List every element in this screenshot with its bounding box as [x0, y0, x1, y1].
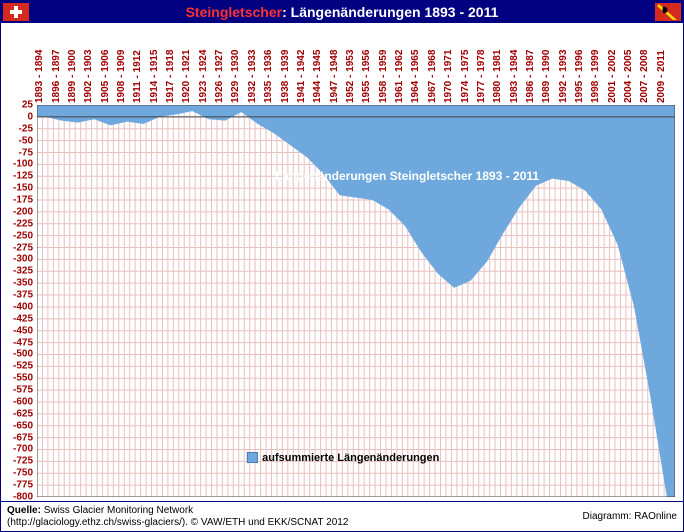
- x-tick-label: 1952 - 1953: [345, 50, 356, 103]
- y-tick-label: -50: [19, 135, 33, 146]
- x-tick-label: 1899 - 1900: [67, 50, 78, 103]
- credit-label: Diagramm:: [583, 511, 632, 522]
- source-label: Quelle:: [7, 505, 41, 516]
- y-tick-label: -225: [13, 218, 33, 229]
- x-tick-label: 2009 - 2011: [656, 50, 667, 103]
- y-tick-label: 25: [22, 100, 33, 111]
- x-tick-label: 1989 - 1990: [541, 50, 552, 103]
- x-tick-label: 1920 - 1921: [181, 50, 192, 103]
- y-tick-label: -650: [13, 420, 33, 431]
- y-tick-label: -375: [13, 290, 33, 301]
- chart-annotation: Längenänderungen Steingletscher 1893 - 2…: [275, 169, 539, 183]
- x-tick-label: 1911 - 1912: [132, 50, 143, 103]
- x-tick-label: 2004 - 2005: [623, 50, 634, 103]
- x-tick-label: 1970 - 1971: [443, 50, 454, 103]
- x-tick-label: 1893 - 1894: [34, 50, 45, 103]
- y-tick-label: -100: [13, 159, 33, 170]
- x-tick-label: 1896 - 1897: [51, 50, 62, 103]
- y-tick-label: -200: [13, 206, 33, 217]
- y-tick-label: -250: [13, 230, 33, 241]
- chart-legend: aufsummierte Längenänderungen: [247, 452, 439, 464]
- x-tick-label: 1980 - 1981: [492, 50, 503, 103]
- y-tick-label: -700: [13, 444, 33, 455]
- x-tick-label: 1992 - 1993: [558, 50, 569, 103]
- credit-name: RAOnline: [634, 511, 677, 522]
- y-tick-label: -25: [19, 123, 33, 134]
- bern-crest-icon: [655, 3, 681, 21]
- title-range: Längenänderungen 1893 - 2011: [291, 4, 499, 20]
- y-tick-label: -125: [13, 171, 33, 182]
- y-tick-label: -675: [13, 432, 33, 443]
- x-tick-label: 1923 - 1924: [198, 50, 209, 103]
- x-tick-label: 1941 - 1942: [296, 50, 307, 103]
- x-axis-labels: 1893 - 1894 1896 - 1897 1899 - 1900 1902 - …: [37, 25, 675, 103]
- x-tick-label: 1917 - 1918: [165, 50, 176, 103]
- x-tick-label: 1958 - 1959: [378, 50, 389, 103]
- y-tick-label: -600: [13, 396, 33, 407]
- y-tick-label: -325: [13, 266, 33, 277]
- y-tick-label: -275: [13, 242, 33, 253]
- x-tick-label: 1935 - 1936: [263, 50, 274, 103]
- source-detail: (http://glaciology.ethz.ch/swiss-glacier…: [7, 517, 348, 528]
- x-tick-label: 2007 - 2008: [639, 50, 650, 103]
- source-name: Swiss Glacier Monitoring Network: [44, 505, 194, 516]
- x-tick-label: 1905 - 1906: [100, 50, 111, 103]
- footer: Quelle: Swiss Glacier Monitoring Network…: [1, 501, 683, 531]
- x-tick-label: 1932 - 1933: [247, 50, 258, 103]
- x-tick-label: 1977 - 1978: [476, 50, 487, 103]
- legend-label: aufsummierte Längenänderungen: [262, 452, 439, 464]
- x-tick-label: 1986 - 1987: [525, 50, 536, 103]
- y-tick-label: -350: [13, 278, 33, 289]
- x-tick-label: 1964 - 1965: [410, 50, 421, 103]
- chart-area: 1893 - 1894 1896 - 1897 1899 - 1900 1902 - …: [1, 23, 683, 501]
- y-tick-label: -150: [13, 183, 33, 194]
- y-tick-label: -775: [13, 480, 33, 491]
- plot-region: Längenänderungen Steingletscher 1893 - 2…: [37, 105, 675, 497]
- x-tick-label: 1961 - 1962: [394, 50, 405, 103]
- y-tick-label: -450: [13, 325, 33, 336]
- y-tick-label: -725: [13, 456, 33, 467]
- y-tick-label: -400: [13, 301, 33, 312]
- x-tick-label: 1955 - 1956: [361, 50, 372, 103]
- x-tick-label: 2001 - 2002: [607, 50, 618, 103]
- x-tick-label: 1947 - 1948: [329, 50, 340, 103]
- y-tick-label: -475: [13, 337, 33, 348]
- credit-block: Diagramm: RAOnline: [583, 511, 678, 522]
- source-block: Quelle: Swiss Glacier Monitoring Network…: [7, 505, 348, 529]
- y-tick-label: -750: [13, 468, 33, 479]
- y-tick-label: -75: [19, 147, 33, 158]
- title-separator: :: [282, 4, 291, 20]
- x-tick-label: 1944 - 1945: [312, 50, 323, 103]
- area-chart-svg: [37, 105, 675, 497]
- x-tick-label: 1967 - 1968: [427, 50, 438, 103]
- y-tick-label: -175: [13, 195, 33, 206]
- y-tick-label: -575: [13, 385, 33, 396]
- x-tick-label: 1908 - 1909: [116, 50, 127, 103]
- x-tick-label: 1974 - 1975: [460, 50, 471, 103]
- x-tick-label: 1929 - 1930: [230, 50, 241, 103]
- title-bar: Steingletscher: Längenänderungen 1893 - …: [1, 1, 683, 23]
- title-subject: Steingletscher: [186, 4, 282, 20]
- x-tick-label: 1995 - 1996: [574, 50, 585, 103]
- y-tick-label: -525: [13, 361, 33, 372]
- x-tick-label: 1938 - 1939: [280, 50, 291, 103]
- y-tick-label: -425: [13, 313, 33, 324]
- x-tick-label: 1998 - 1999: [590, 50, 601, 103]
- x-tick-label: 1914 - 1915: [149, 50, 160, 103]
- y-tick-label: -550: [13, 373, 33, 384]
- y-axis-labels: 250-25-50-75-100-125-150-175-200-225-250…: [1, 105, 35, 497]
- x-tick-label: 1902 - 1903: [83, 50, 94, 103]
- y-tick-label: -625: [13, 408, 33, 419]
- y-tick-label: -300: [13, 254, 33, 265]
- y-tick-label: -500: [13, 349, 33, 360]
- y-tick-label: 0: [27, 111, 33, 122]
- legend-swatch: [247, 452, 258, 463]
- y-tick-label: -800: [13, 492, 33, 503]
- x-tick-label: 1983 - 1984: [509, 50, 520, 103]
- x-tick-label: 1926 - 1927: [214, 50, 225, 103]
- swiss-flag-icon: [3, 3, 29, 21]
